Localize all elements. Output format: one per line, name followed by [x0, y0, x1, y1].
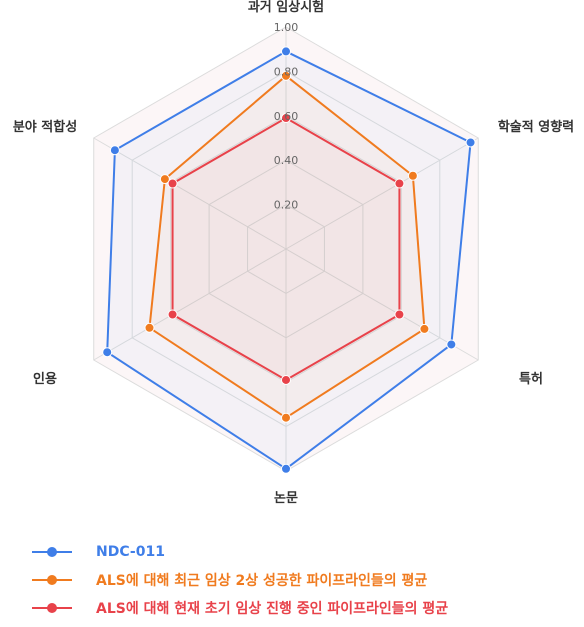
data-point: [281, 46, 291, 57]
data-point: [102, 347, 113, 358]
data-point: [109, 145, 120, 156]
data-point: [281, 70, 291, 81]
grid-spoke: [285, 137, 479, 250]
legend-label: ALS에 대해 현재 초기 임상 진행 중인 파이프라인들의 평균: [96, 601, 449, 617]
axis-label: 학술적 영향력: [498, 119, 574, 135]
data-point: [419, 323, 430, 334]
tick-label: 0.20: [274, 199, 299, 212]
data-point: [281, 463, 291, 474]
legend-item: ALS에 대해 최근 임상 2상 성공한 파이프라인들의 평균: [28, 566, 448, 594]
axis-label: 분야 적합성: [13, 119, 77, 135]
radar-grid: [93, 26, 479, 472]
legend-label: ALS에 대해 최근 임상 2상 성공한 파이프라인들의 평균: [96, 573, 428, 589]
data-point: [465, 137, 476, 148]
axis-label: 논문: [274, 491, 298, 506]
data-point: [281, 412, 291, 423]
grid-spoke: [93, 248, 287, 361]
data-point: [159, 174, 170, 185]
axis-label: 과거 임상시험: [248, 0, 324, 15]
tick-label: 0.40: [274, 154, 299, 167]
axis-label: 인용: [33, 371, 57, 387]
grid-spoke: [93, 137, 287, 250]
data-point: [167, 178, 178, 189]
data-point: [446, 339, 457, 350]
tick-label: 1.00: [274, 21, 299, 34]
grid-spoke: [285, 248, 479, 361]
data-point: [281, 374, 291, 385]
data-point: [394, 178, 405, 189]
legend-item: ALS에 대해 현재 초기 임상 진행 중인 파이프라인들의 평균: [28, 594, 448, 622]
axis-label: 특허: [519, 371, 543, 387]
legend: NDC-011 ALS에 대해 최근 임상 2상 성공한 파이프라인들의 평균 AL…: [28, 538, 448, 622]
legend-marker: [28, 545, 76, 559]
legend-label: NDC-011: [96, 544, 165, 560]
legend-marker: [28, 601, 76, 615]
tick-label: 0.80: [274, 65, 299, 78]
radial-tick-labels: 0.20 0.40 0.60 0.80 1.00: [274, 21, 299, 212]
data-point: [407, 170, 418, 181]
data-point: [144, 322, 155, 333]
data-point: [394, 309, 405, 320]
radar-series: [102, 46, 476, 474]
data-point: [167, 309, 178, 320]
legend-item: NDC-011: [28, 538, 448, 566]
tick-label: 0.60: [274, 110, 299, 123]
data-point: [281, 113, 291, 124]
legend-marker: [28, 573, 76, 587]
